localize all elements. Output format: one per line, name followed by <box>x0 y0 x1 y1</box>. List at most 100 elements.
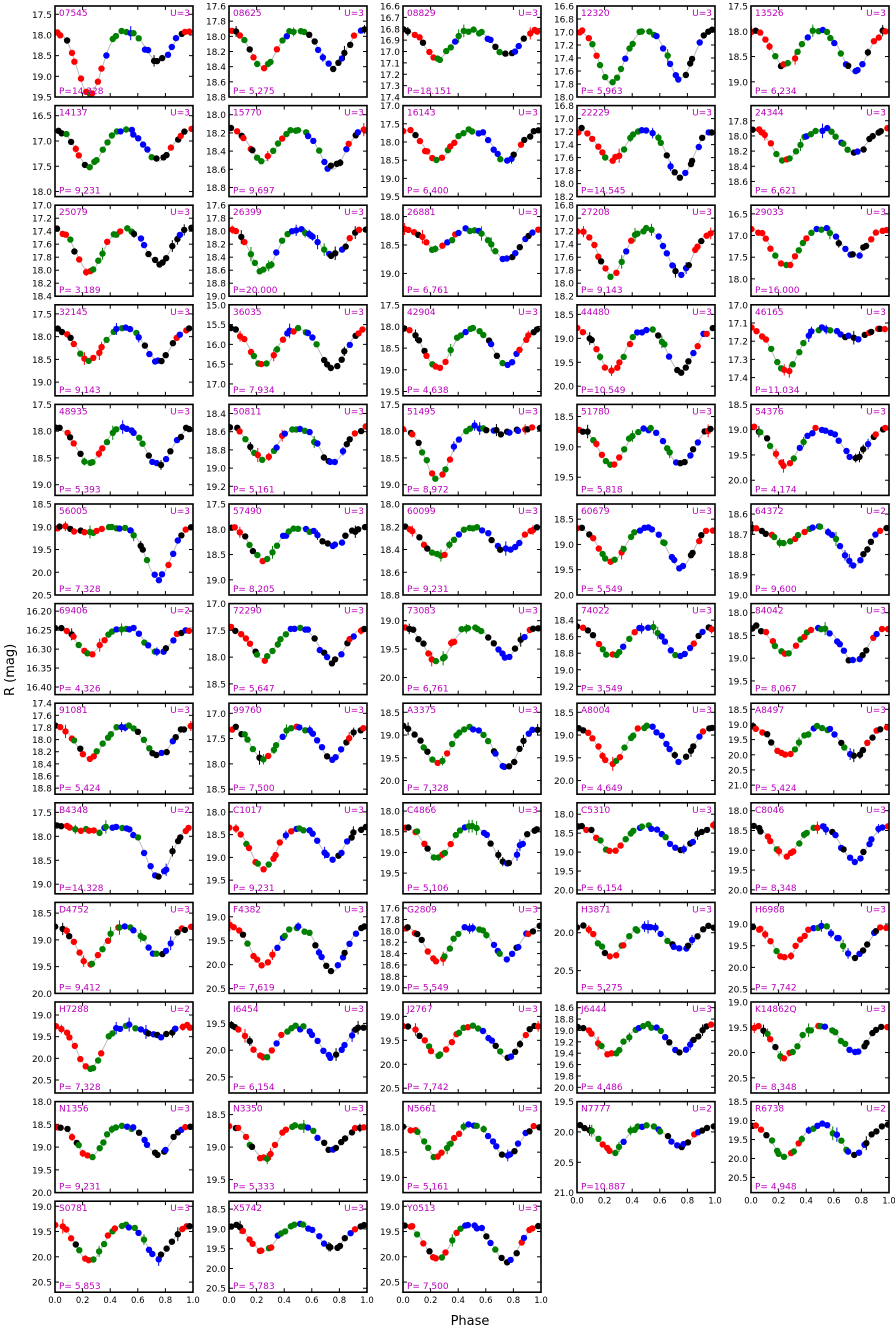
x-tick-label: 0.2 <box>250 1296 264 1306</box>
data-point <box>143 1141 151 1149</box>
data-point <box>828 531 836 539</box>
data-point <box>460 27 467 35</box>
data-point <box>306 428 313 436</box>
data-point <box>125 1224 133 1231</box>
data-point <box>708 626 715 633</box>
data-point <box>90 753 98 760</box>
data-point <box>700 32 707 39</box>
y-tick-label: 19.0 <box>380 1174 400 1184</box>
data-point <box>66 434 74 441</box>
data-point <box>360 725 367 732</box>
data-point <box>187 1123 193 1130</box>
data-point <box>851 1151 858 1159</box>
panel-frame <box>228 503 368 596</box>
data-point <box>527 30 534 37</box>
data-point <box>249 147 256 154</box>
data-point <box>428 470 436 477</box>
data-point <box>508 359 516 366</box>
data-point <box>410 626 417 633</box>
data-point <box>327 967 335 975</box>
data-point <box>442 466 449 473</box>
y-tick-label: 19.5 <box>380 1037 400 1047</box>
data-point <box>321 1139 328 1147</box>
y-tick-label: 19.2 <box>206 483 226 493</box>
data-point <box>282 1126 290 1133</box>
data-point <box>169 242 176 250</box>
data-point <box>799 1031 806 1039</box>
y-tick-label: 19.5 <box>554 566 574 576</box>
data-point <box>96 349 103 356</box>
data-point <box>864 440 872 448</box>
data-point <box>314 440 321 447</box>
data-point <box>780 462 787 469</box>
panel-quality-label: U=3 <box>170 1105 190 1115</box>
panel-quality-label: U=3 <box>692 407 712 417</box>
data-point <box>279 37 286 44</box>
data-point <box>814 824 821 831</box>
data-point <box>70 440 77 447</box>
data-point <box>102 823 110 831</box>
y-tick-label: 18.6 <box>554 1004 574 1014</box>
panel-quality-label: U=3 <box>866 806 886 816</box>
data-point <box>283 33 290 40</box>
data-point <box>426 48 433 56</box>
y-tick-label: 19.2 <box>554 1038 574 1048</box>
data-point <box>332 1144 340 1152</box>
data-point <box>70 633 77 640</box>
data-point <box>493 426 500 434</box>
data-point <box>864 546 871 553</box>
data-point <box>629 333 636 341</box>
data-point <box>84 650 91 657</box>
data-point <box>330 65 337 73</box>
panel-id-label: 57490 <box>233 507 262 517</box>
data-point <box>464 1023 472 1031</box>
y-tick-label: 19.0 <box>554 335 574 345</box>
y-tick-label: 17.8 <box>380 916 400 926</box>
data-point <box>694 933 701 940</box>
data-point <box>68 49 76 57</box>
y-tick-label: 20.5 <box>728 986 748 996</box>
data-point <box>696 39 703 46</box>
panel-data-74022 <box>577 620 715 660</box>
panel-data-32145 <box>55 323 193 365</box>
data-point <box>694 343 701 350</box>
panel-frame <box>228 104 368 198</box>
data-point <box>822 826 830 833</box>
y-tick-label: 18.6 <box>206 267 226 277</box>
y-tick-label: 16.8 <box>554 16 574 26</box>
data-point <box>85 357 92 365</box>
data-point <box>269 647 276 655</box>
data-point <box>514 1140 522 1147</box>
data-point <box>441 849 449 857</box>
data-point <box>163 151 170 159</box>
data-point <box>273 346 281 353</box>
y-tick-label: 17.3 <box>728 356 748 366</box>
y-tick-label: 18.5 <box>728 1098 748 1108</box>
data-point <box>505 763 513 770</box>
panel-frame <box>228 5 368 98</box>
data-point <box>104 139 111 146</box>
data-point <box>832 133 839 140</box>
panel-quality-label: U=3 <box>344 308 364 318</box>
data-point <box>772 450 780 457</box>
y-tick-label: 18.6 <box>554 633 574 643</box>
y-tick-label: 17.0 <box>206 600 226 610</box>
data-point <box>851 858 858 866</box>
data-point <box>584 627 592 634</box>
data-point <box>626 933 633 940</box>
data-point <box>350 633 357 640</box>
panel-frame <box>54 303 194 397</box>
y-tick-label: 19.5 <box>206 1176 226 1186</box>
data-point <box>66 824 73 831</box>
data-point <box>846 453 853 461</box>
data-point <box>145 452 152 459</box>
data-point <box>429 756 436 763</box>
data-point <box>249 1240 256 1248</box>
data-point <box>688 936 696 944</box>
data-point <box>288 725 295 732</box>
y-tick-label: 20.0 <box>206 1047 226 1057</box>
data-point <box>416 1032 423 1040</box>
data-point <box>826 229 834 237</box>
